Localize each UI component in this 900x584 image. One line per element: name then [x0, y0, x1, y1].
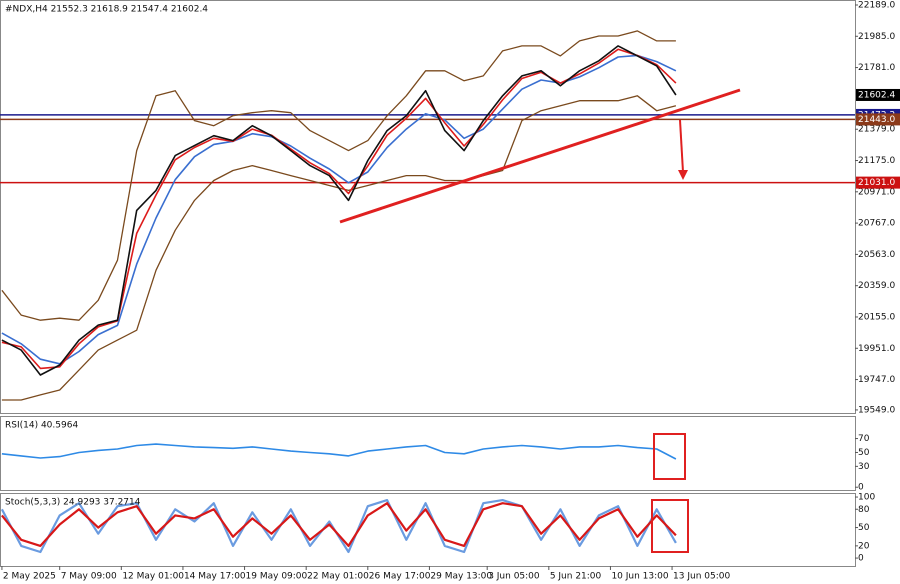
series-line	[1, 443, 677, 460]
y-tick-label: 30	[858, 462, 870, 472]
panel-title: RSI(14) 40.5964	[5, 421, 78, 431]
y-tick-label: 20359.0	[858, 281, 895, 291]
y-tick-label: 0	[858, 483, 864, 493]
series-line	[1, 45, 677, 376]
x-tick-label: 22 May 01:00	[307, 572, 369, 582]
x-tick-label: 26 May 17:00	[369, 572, 431, 582]
y-tick-label: 19951.0	[858, 344, 895, 354]
y-tick-label: 19747.0	[858, 375, 895, 385]
series-line	[1, 30, 676, 321]
x-tick-label: 3 Jun 05:00	[488, 572, 540, 582]
panel-title: #NDX,H4 21552.3 21618.9 21547.4 21602.4	[5, 5, 208, 15]
x-tick-label: 2 May 2025	[3, 572, 56, 582]
level-label: 21031.0	[858, 178, 895, 188]
level-label: 21443.0	[858, 115, 895, 125]
y-tick-label: 21379.0	[858, 125, 895, 135]
level-label-bg	[856, 113, 900, 126]
y-tick-label: 20	[858, 541, 870, 551]
last-price-bg	[856, 88, 900, 101]
x-tick-label: 10 Jun 13:00	[611, 572, 668, 582]
y-tick-label: 50	[858, 448, 870, 458]
series-line	[1, 502, 677, 547]
x-tick-label: 19 May 09:00	[246, 572, 308, 582]
y-tick-label: 22189.0	[858, 0, 895, 10]
y-tick-label: 0	[858, 554, 864, 564]
stoch-highlight	[651, 499, 689, 553]
y-tick-label: 50	[858, 523, 870, 533]
x-tick-label: 29 May 13:00	[430, 572, 492, 582]
y-tick-label: 20767.0	[858, 219, 895, 229]
x-tick-label: 13 Jun 05:00	[673, 572, 730, 582]
x-tick-label: 5 Jun 21:00	[550, 572, 602, 582]
y-tick-label: 20971.0	[858, 187, 895, 197]
x-tick-label: 7 May 09:00	[61, 572, 117, 582]
level-label-bg	[856, 176, 900, 189]
y-tick-label: 21985.0	[858, 32, 895, 42]
y-tick-label: 80	[858, 505, 870, 515]
trend-line	[339, 88, 741, 224]
y-tick-label: 100	[858, 493, 875, 503]
x-tick-label: 14 May 17:00	[184, 572, 246, 582]
y-tick-label: 20155.0	[858, 312, 895, 322]
main-panel	[0, 0, 856, 414]
arrow	[679, 119, 684, 173]
panel-title: Stoch(5,3,3) 24.9293 37.2714	[5, 498, 141, 508]
y-tick-label: 70	[858, 434, 870, 444]
x-tick-label: 12 May 01:00	[122, 572, 184, 582]
y-tick-label: 21175.0	[858, 156, 895, 166]
rsi-panel	[0, 416, 856, 491]
stoch-panel	[0, 493, 856, 567]
y-tick-label: 19549.0	[858, 405, 895, 415]
y-tick-label: 21781.0	[858, 63, 895, 73]
arrow-head	[678, 170, 688, 180]
last-price-label: 21602.4	[858, 90, 895, 100]
y-tick-label: 20563.0	[858, 250, 895, 260]
rsi-highlight	[653, 433, 686, 480]
